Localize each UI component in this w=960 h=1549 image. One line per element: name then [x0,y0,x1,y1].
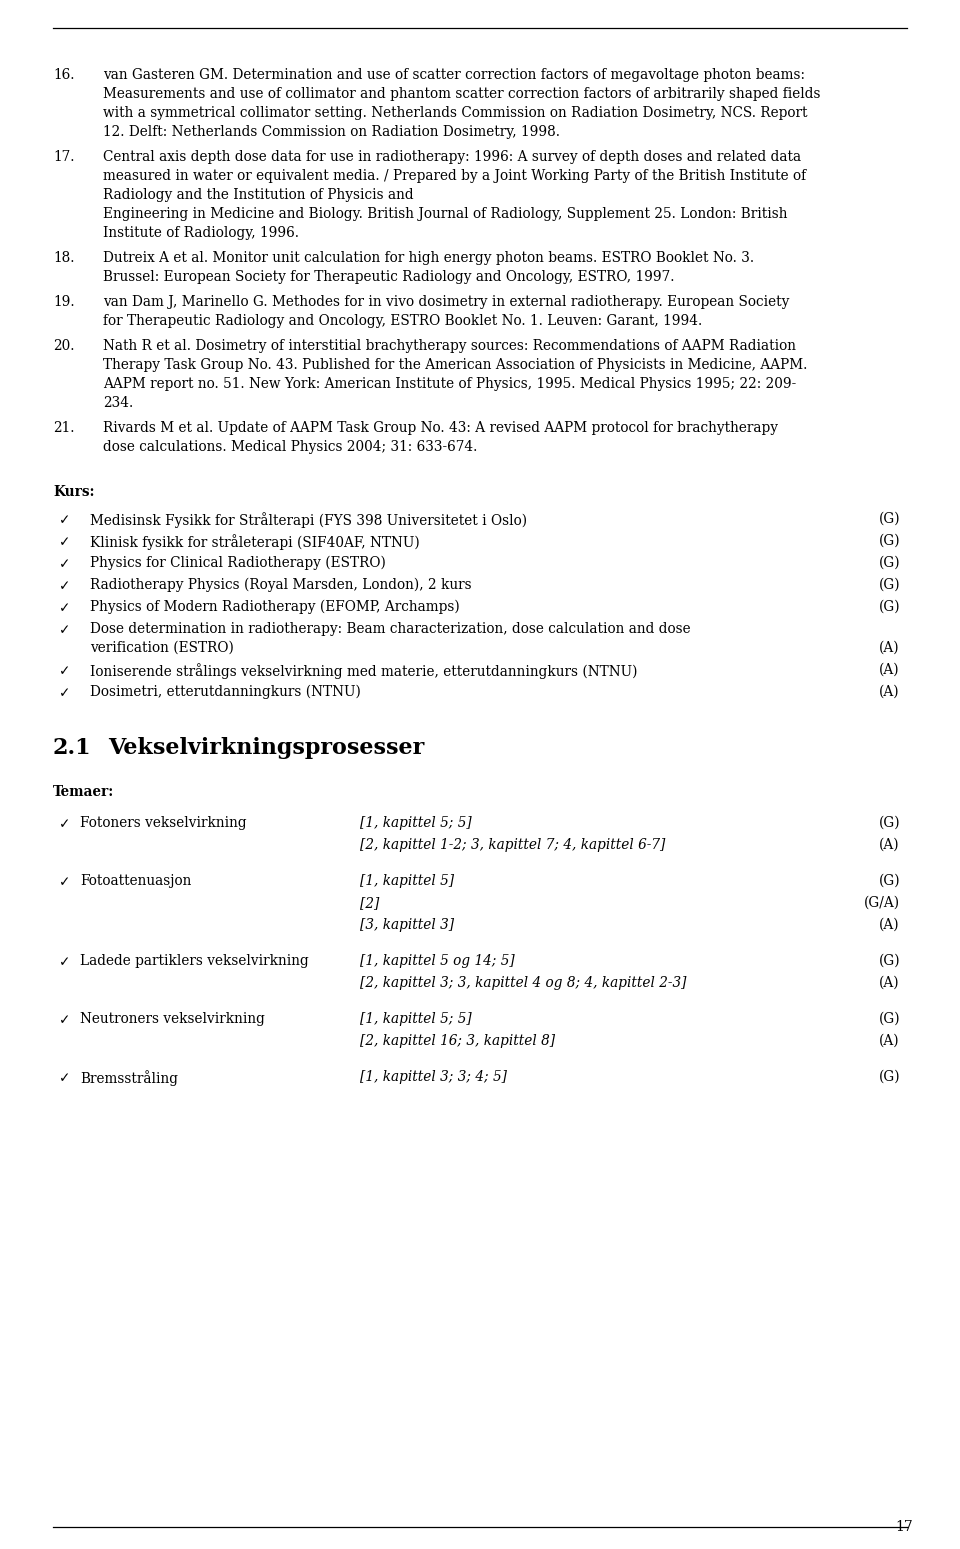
Text: Temaer:: Temaer: [53,785,114,799]
Text: (G): (G) [878,513,900,527]
Text: 2.1: 2.1 [53,737,91,759]
Text: [2, kapittel 1-2; 3, kapittel 7; 4, kapittel 6-7]: [2, kapittel 1-2; 3, kapittel 7; 4, kapi… [360,838,665,852]
Text: (G): (G) [878,599,900,613]
Text: ✓: ✓ [60,1013,71,1027]
Text: van Dam J, Marinello G. Methodes for in vivo dosimetry in external radiotherapy.: van Dam J, Marinello G. Methodes for in … [103,294,789,308]
Text: ✓: ✓ [60,601,71,615]
Text: Vekselvirkningsprosesser: Vekselvirkningsprosesser [108,737,424,759]
Text: (G): (G) [878,874,900,888]
Text: ✓: ✓ [60,534,71,548]
Text: 16.: 16. [53,68,75,82]
Text: (G): (G) [878,556,900,570]
Text: (A): (A) [879,1035,900,1049]
Text: (G): (G) [878,578,900,592]
Text: Central axis depth dose data for use in radiotherapy: 1996: A survey of depth do: Central axis depth dose data for use in … [103,150,802,164]
Text: [1, kapittel 5; 5]: [1, kapittel 5; 5] [360,1011,471,1025]
Text: Radiology and the Institution of Physicis and: Radiology and the Institution of Physici… [103,187,414,201]
Text: Physics for Clinical Radiotherapy (ESTRO): Physics for Clinical Radiotherapy (ESTRO… [90,556,386,570]
Text: Fotoners vekselvirkning: Fotoners vekselvirkning [80,816,247,830]
Text: (A): (A) [879,663,900,677]
Text: (A): (A) [879,838,900,852]
Text: ✓: ✓ [60,956,71,970]
Text: ✓: ✓ [60,1070,71,1084]
Text: 17.: 17. [53,150,75,164]
Text: (G): (G) [878,1011,900,1025]
Text: Institute of Radiology, 1996.: Institute of Radiology, 1996. [103,226,299,240]
Text: 19.: 19. [53,294,75,308]
Text: Brussel: European Society for Therapeutic Radiology and Oncology, ESTRO, 1997.: Brussel: European Society for Therapeuti… [103,270,675,283]
Text: 20.: 20. [53,339,75,353]
Text: [1, kapittel 5]: [1, kapittel 5] [360,874,454,888]
Text: Dose determination in radiotherapy: Beam characterization, dose calculation and : Dose determination in radiotherapy: Beam… [90,623,690,637]
Text: 21.: 21. [53,421,75,435]
Text: Fotoattenuasjon: Fotoattenuasjon [80,874,191,888]
Text: 12. Delft: Netherlands Commission on Radiation Dosimetry, 1998.: 12. Delft: Netherlands Commission on Rad… [103,125,560,139]
Text: dose calculations. Medical Physics 2004; 31: 633-674.: dose calculations. Medical Physics 2004;… [103,440,477,454]
Text: ✓: ✓ [60,579,71,593]
Text: (G/A): (G/A) [864,895,900,909]
Text: ✓: ✓ [60,623,71,637]
Text: Neutroners vekselvirkning: Neutroners vekselvirkning [80,1011,265,1025]
Text: (A): (A) [879,919,900,932]
Text: 18.: 18. [53,251,75,265]
Text: (G): (G) [878,534,900,548]
Text: Ioniserende strålings vekselvirkning med materie, etterutdanningkurs (NTNU): Ioniserende strålings vekselvirkning med… [90,663,637,678]
Text: [1, kapittel 3; 3; 4; 5]: [1, kapittel 3; 3; 4; 5] [360,1070,507,1084]
Text: ✓: ✓ [60,558,71,572]
Text: Dutreix A et al. Monitor unit calculation for high energy photon beams. ESTRO Bo: Dutreix A et al. Monitor unit calculatio… [103,251,755,265]
Text: Medisinsk Fysikk for Strålterapi (FYS 398 Universitetet i Oslo): Medisinsk Fysikk for Strålterapi (FYS 39… [90,513,527,528]
Text: (A): (A) [879,976,900,990]
Text: Bremsstråling: Bremsstråling [80,1070,178,1086]
Text: [3, kapittel 3]: [3, kapittel 3] [360,919,454,932]
Text: with a symmetrical collimator setting. Netherlands Commission on Radiation Dosim: with a symmetrical collimator setting. N… [103,105,807,119]
Text: Measurements and use of collimator and phantom scatter correction factors of arb: Measurements and use of collimator and p… [103,87,821,101]
Text: Engineering in Medicine and Biology. British Journal of Radiology, Supplement 25: Engineering in Medicine and Biology. Bri… [103,208,787,222]
Text: verification (ESTRO): verification (ESTRO) [90,641,234,655]
Text: measured in water or equivalent media. / Prepared by a Joint Working Party of th: measured in water or equivalent media. /… [103,169,806,183]
Text: Therapy Task Group No. 43. Published for the American Association of Physicists : Therapy Task Group No. 43. Published for… [103,358,807,372]
Text: ✓: ✓ [60,686,71,700]
Text: for Therapeutic Radiology and Oncology, ESTRO Booklet No. 1. Leuven: Garant, 199: for Therapeutic Radiology and Oncology, … [103,314,703,328]
Text: (G): (G) [878,816,900,830]
Text: 17: 17 [896,1520,913,1534]
Text: [2, kapittel 3; 3, kapittel 4 og 8; 4, kapittel 2-3]: [2, kapittel 3; 3, kapittel 4 og 8; 4, k… [360,976,686,990]
Text: Ladede partiklers vekselvirkning: Ladede partiklers vekselvirkning [80,954,309,968]
Text: (G): (G) [878,1070,900,1084]
Text: [1, kapittel 5 og 14; 5]: [1, kapittel 5 og 14; 5] [360,954,515,968]
Text: Rivards M et al. Update of AAPM Task Group No. 43: A revised AAPM protocol for b: Rivards M et al. Update of AAPM Task Gro… [103,421,778,435]
Text: [1, kapittel 5; 5]: [1, kapittel 5; 5] [360,816,471,830]
Text: Dosimetri, etterutdanningkurs (NTNU): Dosimetri, etterutdanningkurs (NTNU) [90,685,361,700]
Text: Physics of Modern Radiotherapy (EFOMP, Archamps): Physics of Modern Radiotherapy (EFOMP, A… [90,599,460,615]
Text: ✓: ✓ [60,875,71,889]
Text: Radiotherapy Physics (Royal Marsden, London), 2 kurs: Radiotherapy Physics (Royal Marsden, Lon… [90,578,471,592]
Text: ✓: ✓ [60,665,71,678]
Text: (A): (A) [879,641,900,655]
Text: van Gasteren GM. Determination and use of scatter correction factors of megavolt: van Gasteren GM. Determination and use o… [103,68,805,82]
Text: [2, kapittel 16; 3, kapittel 8]: [2, kapittel 16; 3, kapittel 8] [360,1035,555,1049]
Text: [2]: [2] [360,895,379,909]
Text: AAPM report no. 51. New York: American Institute of Physics, 1995. Medical Physi: AAPM report no. 51. New York: American I… [103,376,796,390]
Text: Klinisk fysikk for stråleterapi (SIF40AF, NTNU): Klinisk fysikk for stråleterapi (SIF40AF… [90,534,420,550]
Text: ✓: ✓ [60,816,71,830]
Text: Kurs:: Kurs: [53,485,94,499]
Text: (A): (A) [879,685,900,699]
Text: Nath R et al. Dosimetry of interstitial brachytherapy sources: Recommendations o: Nath R et al. Dosimetry of interstitial … [103,339,796,353]
Text: 234.: 234. [103,397,133,410]
Text: (G): (G) [878,954,900,968]
Text: ✓: ✓ [60,513,71,527]
